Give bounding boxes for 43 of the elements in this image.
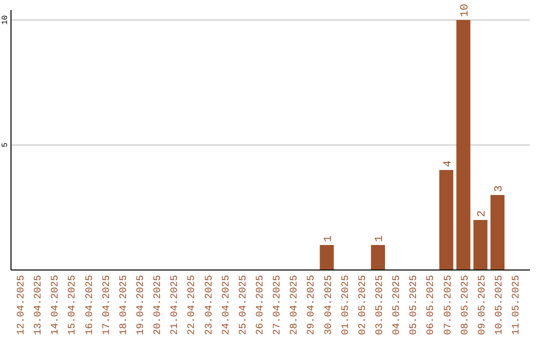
bar (371, 245, 386, 270)
x-tick-label: 28.04.2025 (290, 275, 301, 336)
x-tick-label: 20.04.2025 (153, 275, 164, 336)
x-tick-label: 17.04.2025 (102, 275, 113, 336)
y-tick-label: 5 (1, 142, 10, 148)
x-tick-label: 09.05.2025 (477, 275, 488, 336)
x-tick-label: 04.05.2025 (392, 275, 404, 336)
data-label: 1 (322, 235, 335, 242)
x-tick-label: 19.04.2025 (136, 275, 148, 336)
x-tick-label: 03.05.2025 (375, 275, 386, 336)
x-tick-label: 08.05.2025 (460, 275, 472, 336)
x-tick-label: 10.05.2025 (494, 275, 506, 336)
x-tick-label: 18.04.2025 (118, 275, 130, 336)
x-tick-label: 01.05.2025 (340, 275, 352, 336)
x-tick-label: 29.04.2025 (306, 275, 318, 336)
x-tick-label: 23.04.2025 (204, 275, 216, 336)
bar (490, 195, 504, 270)
x-tick-label: 21.04.2025 (170, 275, 182, 336)
x-tick-label: 05.05.2025 (409, 275, 420, 336)
bar (456, 20, 470, 270)
data-label: 4 (442, 160, 454, 167)
x-tick-label: 13.04.2025 (34, 275, 45, 336)
data-label: 3 (493, 185, 506, 192)
x-tick-label: 14.04.2025 (50, 275, 62, 336)
x-tick-label: 15.04.2025 (68, 275, 79, 336)
x-tick-label: 27.04.2025 (272, 275, 284, 336)
x-tick-label: 30.04.2025 (324, 275, 335, 336)
x-tick-label: 12.04.2025 (16, 275, 28, 336)
bar (320, 245, 334, 270)
x-tick-label: 24.04.2025 (221, 275, 232, 336)
bar (439, 170, 454, 270)
data-label: 2 (476, 210, 488, 217)
x-tick-label: 22.04.2025 (187, 275, 198, 336)
data-label: 1 (374, 235, 386, 242)
x-tick-label: 11.05.2025 (512, 275, 523, 336)
x-tick-label: 07.05.2025 (443, 275, 454, 336)
x-tick-label: 16.04.2025 (84, 275, 96, 336)
x-tick-label: 26.04.2025 (256, 275, 267, 336)
x-tick-label: 25.04.2025 (238, 275, 250, 336)
bar (473, 220, 488, 270)
x-tick-label: 02.05.2025 (358, 275, 369, 336)
data-label: 10 (459, 4, 472, 17)
x-tick-label: 06.05.2025 (426, 275, 438, 336)
